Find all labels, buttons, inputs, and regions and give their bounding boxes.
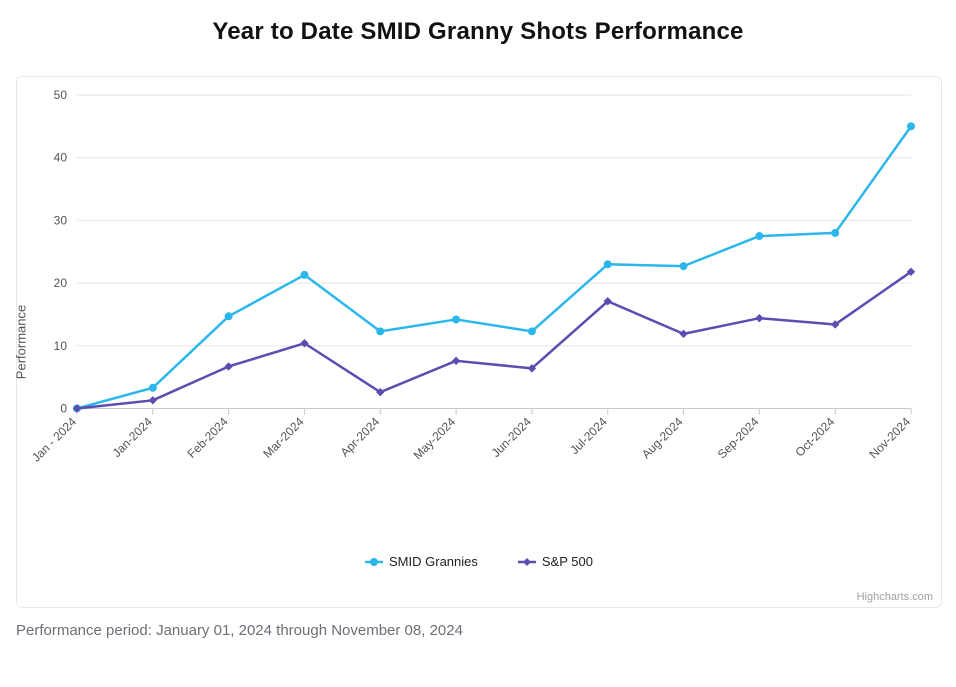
series-line-0 [77,126,911,408]
series-marker [376,327,384,335]
series-marker [225,312,233,320]
chart-credits: Highcharts.com [857,591,933,603]
series-marker [528,327,536,335]
y-tick-label: 20 [54,276,68,290]
series-marker [73,404,81,412]
x-tick-label: Jan-2024 [110,414,156,460]
legend-swatch-icon [365,555,383,569]
legend-swatch-icon [518,555,536,569]
x-tick-label: Feb-2024 [185,414,231,460]
x-tick-label: Jan - 2024 [29,414,79,464]
x-tick-label: Apr-2024 [338,414,383,459]
legend-label: SMID Grannies [389,554,478,569]
chart-card: Performance 01020304050Jan - 2024Jan-202… [16,76,942,608]
series-marker [149,396,157,404]
performance-period-caption: Performance period: January 01, 2024 thr… [16,622,940,639]
series-marker [452,357,460,365]
x-tick-label: Oct-2024 [793,414,838,459]
chart-legend: SMID Grannies S&P 500 [17,554,941,569]
y-tick-label: 30 [54,213,68,227]
chart-plot-svg: 0 10 20 30 40 50 Jan - 2024 Jan-2024 Feb-2024 Mar… [17,77,941,607]
x-tick-label: Nov-2024 [866,414,913,461]
series-marker [300,271,308,279]
series-marker [149,384,157,392]
y-tick-label: 50 [54,88,68,102]
page-root: Year to Date SMID Granny Shots Performan… [0,0,956,687]
x-tick-label: May-2024 [411,414,459,462]
y-tick-label: 10 [54,339,68,353]
series-marker [679,330,687,338]
y-tick-label: 40 [54,151,68,165]
series-marker [452,315,460,323]
x-tick-label: Aug-2024 [639,414,686,461]
x-tick-label: Jul-2024 [567,414,610,457]
series-marker [907,122,915,130]
legend-label: S&P 500 [542,554,593,569]
series-marker [604,260,612,268]
chart-title: Year to Date SMID Granny Shots Performan… [16,18,940,46]
x-tick-label: Jun-2024 [489,414,535,460]
y-tick-label: 0 [60,401,67,415]
series-marker [680,262,688,270]
series-marker [224,362,232,370]
legend-item-1[interactable]: S&P 500 [518,554,593,569]
x-tick-label: Mar-2024 [260,414,306,460]
legend-item-0[interactable]: SMID Grannies [365,554,478,569]
series-marker [831,229,839,237]
series-marker [755,314,763,322]
x-tick-label: Sep-2024 [715,414,762,461]
series-marker [755,232,763,240]
